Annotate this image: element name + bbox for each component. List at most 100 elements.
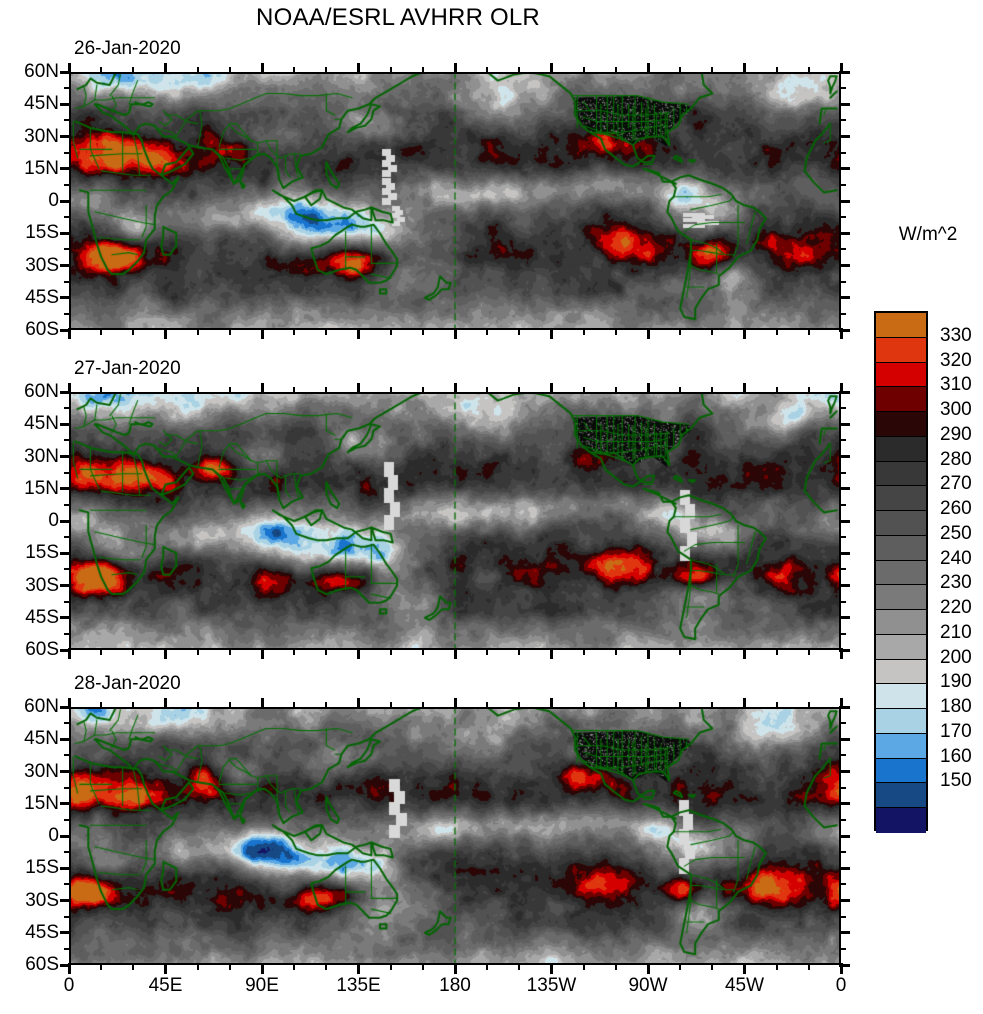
y-axis-minor-tick [64,600,71,603]
colorbar-band [876,758,926,784]
colorbar-unit-label: W/m^2 [898,224,958,245]
y-axis-label: 60N [24,696,59,717]
y-axis-tick [839,584,850,587]
x-axis-minor-tick [389,328,392,335]
y-axis-minor-tick [839,439,846,442]
colorbar-tick-label: 290 [940,423,972,445]
y-axis-label: 15N [24,157,59,179]
y-axis-tick [60,296,71,300]
x-axis-minor-tick [775,963,778,970]
x-axis-tick [453,63,457,74]
x-axis-minor-tick [486,387,489,394]
x-axis-minor-tick [421,387,424,394]
x-axis-minor-tick [486,328,489,335]
y-axis-minor-tick [64,407,71,410]
x-axis-minor-tick [389,387,392,394]
x-axis-minor-tick [293,387,296,394]
x-axis-minor-tick [614,648,617,655]
x-axis-minor-tick [293,328,296,335]
y-axis-tick [60,487,71,491]
x-axis-tick [743,963,746,974]
x-axis-tick [260,698,264,709]
x-axis-minor-tick [582,387,585,394]
y-axis-tick [60,834,71,838]
x-axis-minor-tick [293,67,296,74]
colorbar-tick-label: 310 [940,374,972,396]
x-axis-tick [839,383,843,394]
panel-date-label-1: 26-Jan-2020 [74,38,181,59]
y-axis-tick [60,199,71,203]
y-axis-minor-tick [839,947,846,950]
colorbar-band [876,709,926,734]
x-axis-minor-tick [486,648,489,655]
y-axis-tick [60,455,71,458]
x-axis-minor-tick [614,702,617,709]
colorbar-band [876,783,926,808]
colorbar[interactable] [874,311,928,833]
colorbar-band [876,412,926,437]
colorbar-band [876,585,926,610]
x-axis-minor-tick [228,67,231,74]
x-axis-minor-tick [518,328,521,335]
colorbar-band [876,387,926,412]
x-axis-minor-tick [228,387,231,394]
x-axis-minor-tick [389,963,392,970]
x-axis-minor-tick [582,67,585,74]
y-axis-minor-tick [64,851,71,854]
y-axis-tick [60,264,71,267]
colorbar-band [876,535,926,561]
x-axis-minor-tick [807,387,810,394]
y-axis-tick [60,931,71,935]
x-axis-tick [453,698,457,709]
x-axis-tick [743,698,746,709]
y-axis-label: 30N [24,445,59,467]
y-axis-minor-tick [839,216,846,219]
y-axis-minor-tick [64,439,71,442]
x-axis-tick [550,328,553,339]
x-axis-minor-tick [807,963,810,970]
x-axis-tick [260,63,264,74]
x-axis-tick [550,63,553,74]
x-axis-tick [743,648,746,659]
y-axis-tick [839,167,850,171]
map-panel-3 [69,707,841,965]
x-axis-minor-tick [228,963,231,970]
x-axis-tick [550,698,553,709]
y-axis-label: 0 [48,190,59,211]
x-axis-tick [357,328,360,339]
x-axis-minor-tick [582,648,585,655]
x-axis-tick [164,963,167,974]
y-axis-minor-tick [64,280,71,283]
y-axis-minor-tick [64,883,71,886]
x-axis-tick [453,383,457,394]
y-axis-minor-tick [64,87,71,90]
y-axis-label: 60N [24,61,59,82]
x-axis-minor-tick [132,702,135,709]
colorbar-band [876,610,926,635]
colorbar-tick-label: 300 [940,399,972,421]
x-axis-minor-tick [486,67,489,74]
y-axis-minor-tick [839,600,846,603]
y-axis-tick [839,834,850,838]
x-axis-minor-tick [421,328,424,335]
x-axis-minor-tick [518,387,521,394]
x-axis-minor-tick [389,702,392,709]
x-axis-label: 90W [628,975,668,996]
x-axis-tick [357,383,360,394]
x-axis-minor-tick [711,328,714,335]
y-axis-tick [60,135,71,138]
y-axis-minor-tick [839,632,846,635]
colorbar-tick-label: 150 [940,770,972,792]
y-axis-tick [60,705,71,709]
x-axis-tick [67,383,71,394]
colorbar-tick-label: 260 [940,498,972,520]
panel-date-label-3: 28-Jan-2020 [74,673,181,694]
x-axis-tick [67,648,71,659]
y-axis-tick [839,648,850,652]
y-axis-minor-tick [839,407,846,410]
y-axis-tick [60,737,71,741]
x-axis-minor-tick [614,387,617,394]
colorbar-band [876,362,926,388]
x-axis-minor-tick [486,702,489,709]
x-axis-minor-tick [679,702,682,709]
